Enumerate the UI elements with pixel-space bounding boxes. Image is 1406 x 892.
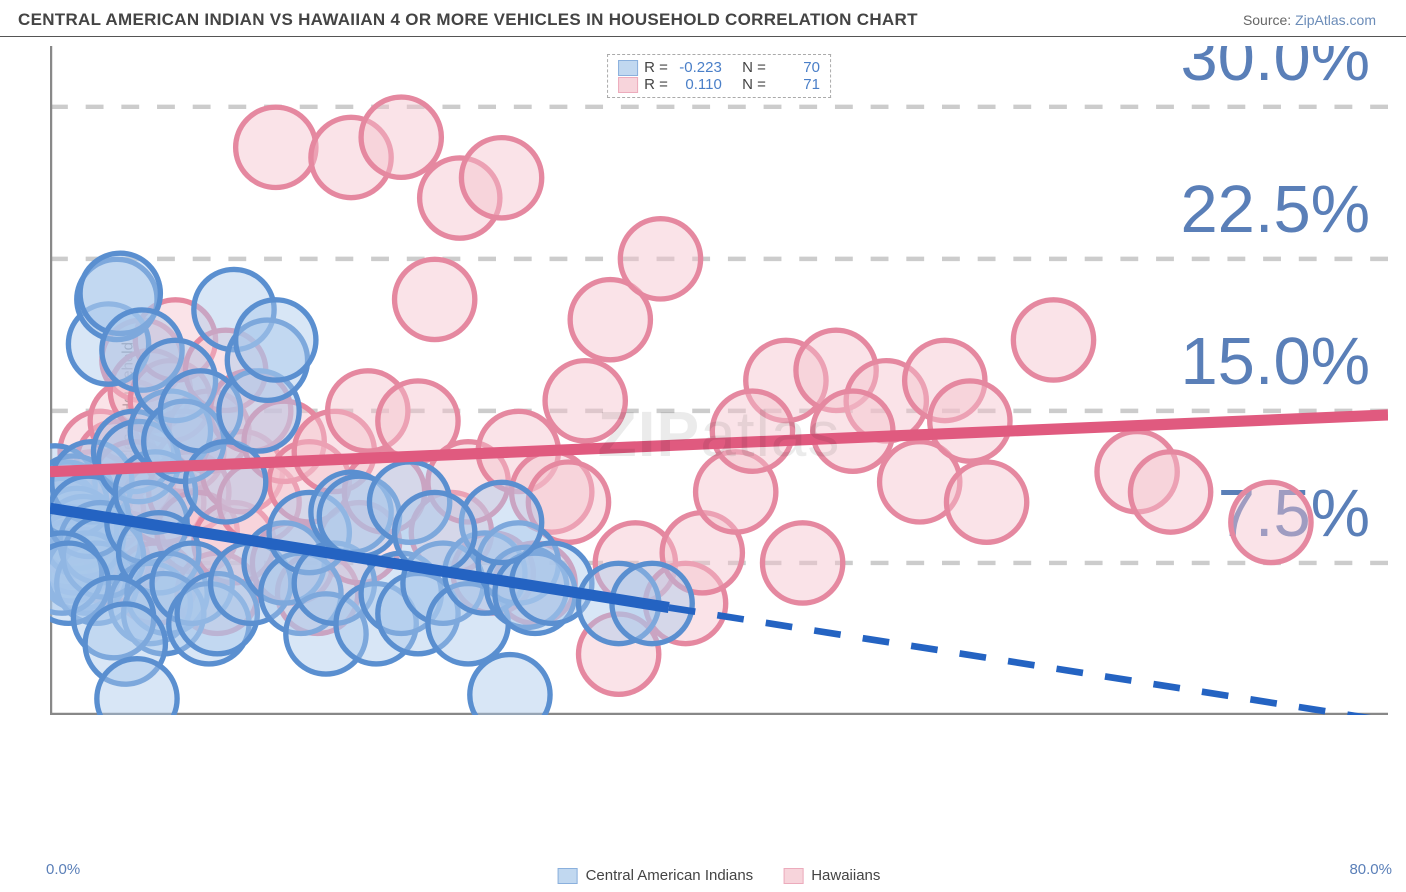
r-value: 0.110 (674, 76, 722, 93)
series-name: Central American Indians (586, 867, 754, 884)
data-point (470, 655, 550, 715)
data-point (1013, 300, 1093, 380)
legend-item-haw: Hawaiians (783, 867, 880, 884)
trend-line-dash-cai (669, 608, 1388, 715)
data-point (236, 107, 316, 187)
legend-row-haw: R = 0.110 N = 71 (618, 76, 820, 93)
legend-swatch (618, 60, 638, 76)
r-label: R = (644, 76, 668, 93)
data-point (185, 442, 265, 522)
legend-swatch (558, 868, 578, 884)
data-point (1231, 482, 1311, 562)
data-point (395, 259, 475, 339)
data-point (1130, 452, 1210, 532)
r-value: -0.223 (674, 59, 722, 76)
x-axis-max-label: 80.0% (1349, 861, 1392, 878)
correlation-legend: R = -0.223 N = 70 R = 0.110 N = 71 (607, 54, 831, 98)
svg-text:22.5%: 22.5% (1180, 172, 1370, 247)
data-point (620, 219, 700, 299)
data-point (712, 391, 792, 471)
legend-swatch (618, 77, 638, 93)
chart-title: CENTRAL AMERICAN INDIAN VS HAWAIIAN 4 OR… (18, 10, 918, 30)
data-point (361, 97, 441, 177)
source-link[interactable]: ZipAtlas.com (1295, 12, 1376, 28)
n-label: N = (742, 76, 766, 93)
n-value: 70 (772, 59, 820, 76)
data-point (946, 462, 1026, 542)
source-attribution: Source: ZipAtlas.com (1243, 12, 1376, 28)
data-point (97, 659, 177, 715)
legend-swatch (783, 868, 803, 884)
svg-text:30.0%: 30.0% (1180, 46, 1370, 95)
data-point (461, 138, 541, 218)
legend-row-cai: R = -0.223 N = 70 (618, 59, 820, 76)
data-point (762, 523, 842, 603)
legend-item-cai: Central American Indians (558, 867, 754, 884)
r-label: R = (644, 59, 668, 76)
series-legend: Central American Indians Hawaiians (558, 867, 881, 884)
n-label: N = (742, 59, 766, 76)
svg-text:15.0%: 15.0% (1180, 324, 1370, 399)
chart-area: 4 or more Vehicles in Household 7.5%15.0… (50, 46, 1388, 854)
data-point (236, 300, 316, 380)
x-axis-min-label: 0.0% (46, 861, 80, 878)
chart-header: CENTRAL AMERICAN INDIAN VS HAWAIIAN 4 OR… (0, 0, 1406, 37)
scatter-plot: 7.5%15.0%22.5%30.0% (50, 46, 1388, 715)
source-label: Source: (1243, 12, 1291, 28)
series-name: Hawaiians (811, 867, 880, 884)
data-point (930, 381, 1010, 461)
n-value: 71 (772, 76, 820, 93)
data-point (545, 361, 625, 441)
